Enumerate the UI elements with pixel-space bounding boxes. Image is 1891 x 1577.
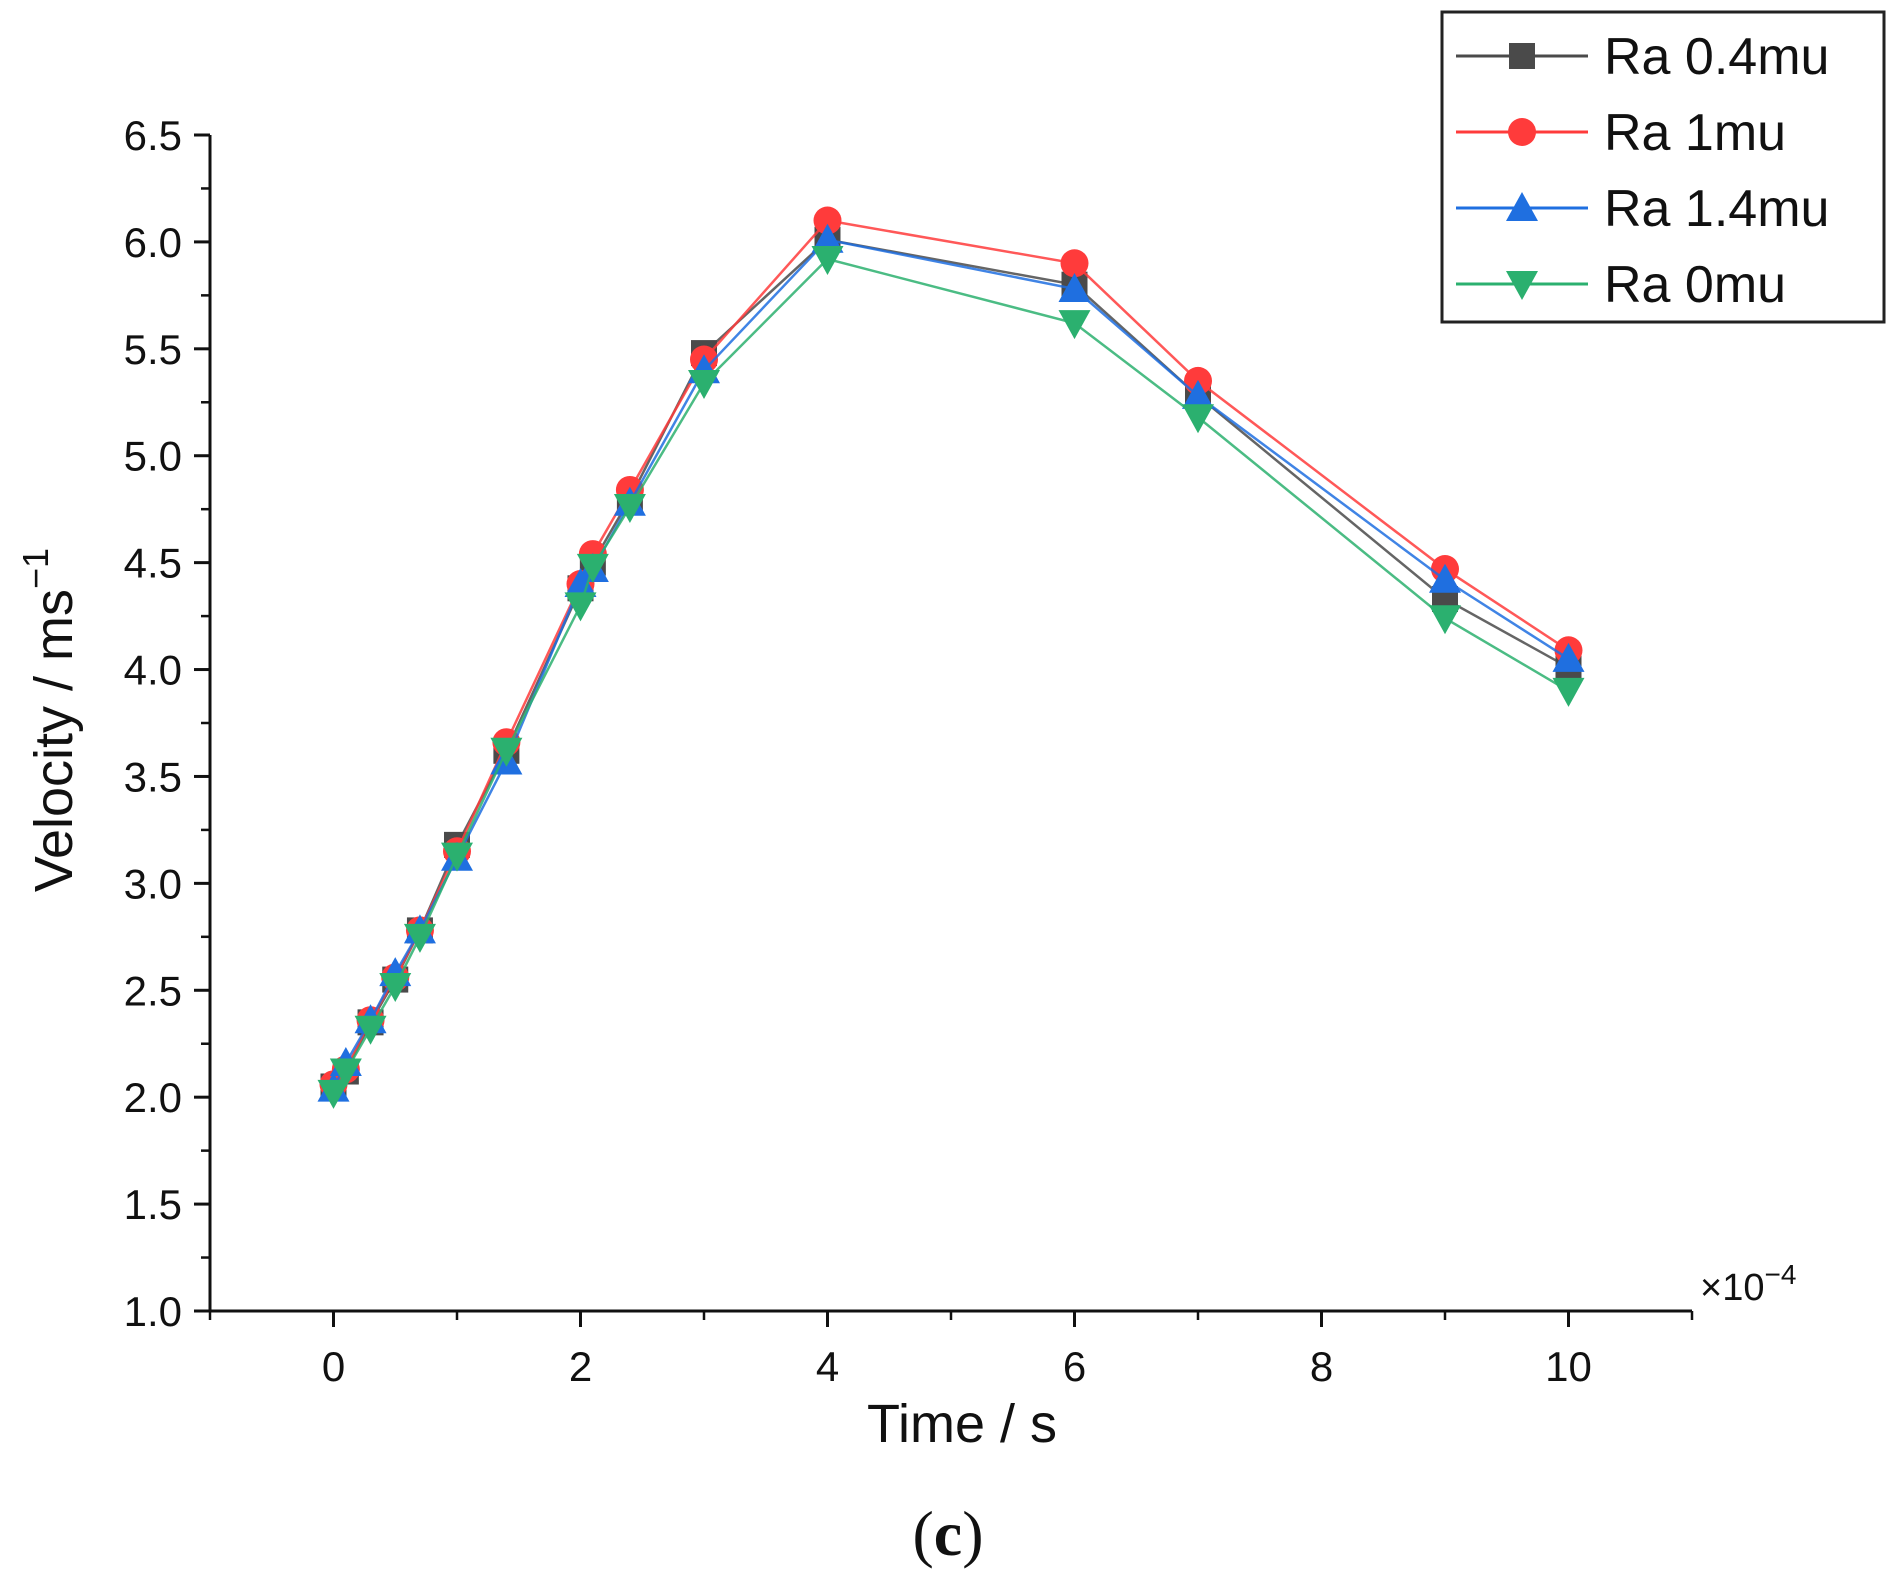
x-tick-label: 10 [1545, 1343, 1592, 1390]
data-point [441, 842, 473, 872]
data-point [1060, 249, 1089, 278]
data-point [688, 370, 720, 400]
series-2 [317, 223, 1585, 1102]
data-point [613, 494, 646, 524]
data-point [1058, 272, 1091, 302]
series-0 [320, 226, 1582, 1100]
panel-label-close: ) [962, 1498, 983, 1569]
legend-item: Ra 1mu [1456, 104, 1786, 162]
data-point [317, 1079, 350, 1109]
data-point [379, 972, 412, 1002]
x-axis-multiplier-base: ×10 [1700, 1267, 1764, 1309]
series-layer [317, 206, 1585, 1109]
series-line [332, 238, 1570, 1088]
series-3 [317, 246, 1585, 1109]
legend-marker [1508, 118, 1536, 146]
data-point [1552, 677, 1585, 707]
data-point [564, 568, 597, 598]
y-tick-label: 3.5 [124, 753, 182, 800]
y-tick-label: 1.5 [124, 1181, 182, 1228]
x-tick-label: 0 [322, 1343, 345, 1390]
data-point [1182, 379, 1214, 409]
data-point [329, 1058, 362, 1088]
x-axis-multiplier: ×10−4 [1700, 1259, 1796, 1309]
y-axis-title-main: Velocity / ms [24, 589, 84, 892]
y-tick-label: 6.0 [124, 219, 182, 266]
x-axis-title: Time / s [867, 1394, 1057, 1454]
legend-label: Ra 0.4mu [1604, 28, 1829, 86]
y-tick-label: 4.5 [124, 540, 182, 587]
legend-item: Ra 0.4mu [1456, 28, 1829, 86]
y-axis-ticks: 1.0 1.5 2.0 2.5 3.0 3.5 4.0 4.5 5.0 5.5 6.0 6.5 [124, 112, 210, 1335]
legend-marker [1506, 271, 1538, 300]
panel-label: (c) [912, 1498, 983, 1569]
series-line [332, 257, 1570, 1094]
x-tick-label: 8 [1310, 1343, 1333, 1390]
legend-label: Ra 1.4mu [1604, 180, 1829, 238]
panel-label-letter: c [934, 1498, 962, 1569]
legend-item: Ra 0mu [1456, 256, 1786, 314]
data-point [811, 223, 844, 253]
y-tick-label: 2.0 [124, 1074, 182, 1121]
data-point [564, 592, 597, 622]
data-point [490, 737, 523, 767]
series-line [332, 238, 1570, 1090]
legend: Ra 0.4mu Ra 1mu Ra 1.4mu Ra 0mu [1440, 10, 1886, 324]
data-point [576, 553, 609, 583]
legend-marker [1506, 192, 1538, 221]
data-point [1552, 642, 1585, 672]
x-axis-ticks: 0 2 4 6 8 10 [208, 1311, 1694, 1390]
data-point [403, 923, 436, 953]
legend-marker [1509, 43, 1535, 69]
data-point [811, 246, 844, 276]
data-point [1429, 563, 1461, 593]
y-tick-label: 5.5 [124, 326, 182, 373]
legend-label: Ra 0mu [1604, 256, 1786, 314]
data-point [1182, 404, 1214, 434]
x-tick-label: 6 [1063, 1343, 1086, 1390]
panel-label-open: ( [912, 1498, 933, 1569]
x-axis-multiplier-exp: −4 [1764, 1259, 1796, 1290]
data-point [1429, 605, 1461, 635]
data-point [813, 206, 842, 235]
svg-text:Velocity / ms−1: Velocity / ms−1 [15, 548, 84, 892]
series-1 [319, 206, 1583, 1099]
y-tick-label: 2.5 [124, 967, 182, 1014]
data-point [1058, 310, 1091, 340]
y-tick-label: 5.0 [124, 433, 182, 480]
y-tick-label: 1.0 [124, 1288, 182, 1335]
legend-label: Ra 1mu [1604, 104, 1786, 162]
y-axis-title: Velocity / ms−1 [15, 548, 84, 892]
y-axis-title-superscript: −1 [15, 548, 56, 589]
legend-item: Ra 1.4mu [1456, 180, 1829, 238]
series-line [332, 219, 1570, 1086]
data-point [354, 1015, 387, 1045]
y-tick-label: 3.0 [124, 860, 182, 907]
x-tick-label: 4 [816, 1343, 839, 1390]
y-tick-label: 6.5 [124, 112, 182, 159]
y-tick-label: 4.0 [124, 647, 182, 694]
x-tick-label: 2 [569, 1343, 592, 1390]
